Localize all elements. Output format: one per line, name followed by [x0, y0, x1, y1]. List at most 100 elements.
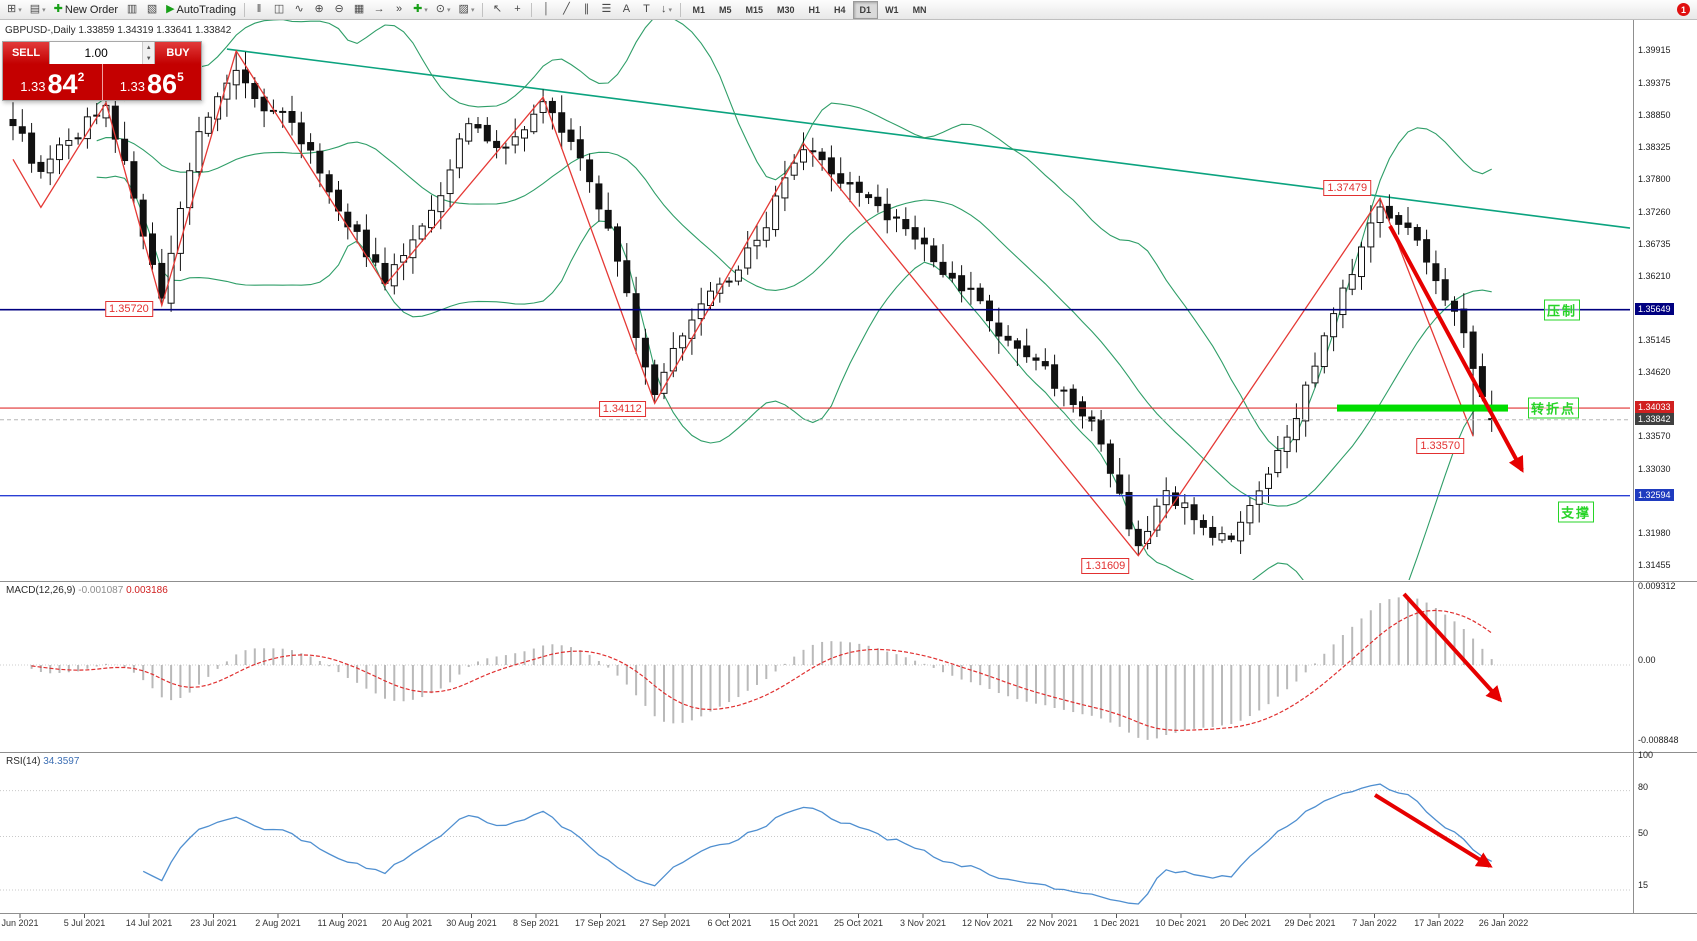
templates-button[interactable]: ▨ ▾: [455, 1, 479, 19]
profiles-button[interactable]: ▤ ▾: [26, 1, 50, 19]
candle-body: [632, 293, 640, 338]
zoom-out-button[interactable]: ⊖: [329, 1, 349, 19]
candle-body: [762, 227, 770, 241]
candle-body: [316, 150, 324, 174]
new-order-button[interactable]: ✚ New Order: [50, 1, 122, 19]
candle-body: [1097, 419, 1105, 445]
candle-body: [1181, 502, 1189, 509]
candle-body: [893, 216, 900, 219]
navigator-button[interactable]: ▧: [142, 1, 162, 19]
price-tag-1.33570[interactable]: 1.33570: [1416, 438, 1465, 455]
navigator-icon: ▧: [146, 3, 158, 15]
timeframe-d1-button[interactable]: D1: [852, 0, 879, 19]
candle-body: [595, 183, 603, 210]
label-button[interactable]: T: [636, 1, 656, 19]
zigzag-swing-lines[interactable]: [12, 49, 1474, 557]
candle-body: [967, 287, 975, 290]
candle-body: [1283, 436, 1291, 452]
notification-badge[interactable]: 1: [1677, 3, 1690, 16]
candle-body: [1432, 263, 1440, 282]
timeframe-h1-button[interactable]: H1: [808, 4, 821, 15]
candle-body: [725, 280, 733, 283]
indicators-button[interactable]: ✚ ▾: [409, 1, 432, 19]
auto-scroll-button[interactable]: →: [369, 1, 389, 19]
candle-body: [1348, 274, 1356, 290]
candle-body: [837, 173, 845, 184]
candle-body: [1023, 345, 1031, 358]
buy-price-prefix: 1.33: [119, 79, 146, 94]
candle-body: [214, 96, 222, 120]
cursor-button[interactable]: ↖: [487, 1, 507, 19]
trendline-icon: ╱: [563, 3, 570, 15]
market-watch-button[interactable]: ▥: [122, 1, 142, 19]
candle-body: [1079, 401, 1086, 417]
shapes-button[interactable]: ↓ ▾: [656, 1, 676, 19]
candle-body: [493, 140, 501, 149]
price-tag-1.31609[interactable]: 1.31609: [1081, 557, 1130, 574]
timeframe-m30-button[interactable]: M30: [777, 4, 795, 15]
projection-arrow[interactable]: [1373, 793, 1493, 868]
candle-body: [1116, 474, 1124, 494]
timeframe-m1-button[interactable]: M1: [692, 4, 705, 15]
candle-body: [521, 129, 528, 139]
vertical-line-button[interactable]: │: [536, 1, 556, 19]
candlestick-chart-button[interactable]: ◫: [269, 1, 289, 19]
channel-button[interactable]: ∥: [576, 1, 596, 19]
projection-arrow[interactable]: [1388, 225, 1524, 473]
dropdown-arrow-icon: ▾: [42, 6, 46, 14]
macd-panel[interactable]: [0, 592, 1630, 740]
price-tag-1.35720[interactable]: 1.35720: [105, 301, 153, 318]
timeframe-mn-button[interactable]: MN: [912, 4, 927, 15]
periods-icon: ⊙: [435, 3, 446, 15]
main-chart-panel[interactable]: [0, 16, 1631, 629]
buy-button[interactable]: BUY: [155, 42, 201, 64]
candle-body: [1032, 357, 1040, 361]
candle-body: [1190, 504, 1198, 521]
candle-body: [428, 209, 435, 229]
periods-button[interactable]: ⊙ ▾: [432, 1, 455, 19]
price-tag-1.37479[interactable]: 1.37479: [1323, 180, 1372, 197]
bollinger-middle-band: [96, 137, 1492, 507]
tile-windows-button[interactable]: ▦: [349, 1, 369, 19]
text-button[interactable]: A: [616, 1, 636, 19]
volume-up-button[interactable]: ▲: [143, 42, 154, 53]
candle-body: [1302, 384, 1310, 422]
sell-price[interactable]: 1.33 84 2: [3, 64, 102, 100]
candle-body: [18, 126, 26, 134]
chart-shift-button[interactable]: »: [389, 1, 409, 19]
sell-button[interactable]: SELL: [3, 42, 49, 64]
candle-body: [279, 110, 287, 113]
timeframe-m5-button[interactable]: M5: [718, 4, 732, 15]
annotation-label-转折点[interactable]: 转折点: [1528, 397, 1580, 419]
profiles-icon: ▤: [29, 3, 41, 15]
line-chart-button[interactable]: ∿: [289, 1, 309, 19]
volume-down-button[interactable]: ▼: [143, 53, 154, 64]
crosshair-button[interactable]: +: [507, 1, 527, 19]
one-click-trade-panel: SELL ▲ ▼ BUY 1.33 84 2 1.33: [2, 41, 202, 101]
autotrading-button[interactable]: ▶ AutoTrading: [162, 1, 240, 19]
zoom-in-button[interactable]: ⊕: [309, 1, 329, 19]
timeframe-m15-button[interactable]: M15: [745, 4, 763, 15]
timeframe-h4-button[interactable]: H4: [834, 4, 846, 15]
candle-body: [1413, 226, 1421, 241]
descending-trendline[interactable]: [226, 48, 1631, 229]
rsi-panel[interactable]: [0, 783, 1630, 905]
new-chart-button[interactable]: ⊞ ▾: [3, 1, 26, 19]
candle-body: [381, 262, 389, 284]
projection-arrow[interactable]: [1402, 592, 1503, 703]
price-tag-1.34112[interactable]: 1.34112: [598, 401, 646, 418]
annotation-label-压制[interactable]: 压制: [1544, 299, 1581, 321]
candle-body: [242, 69, 249, 84]
bar-chart-button[interactable]: ‖: [249, 1, 269, 19]
trendline-button[interactable]: ╱: [556, 1, 576, 19]
timeframe-w1-button[interactable]: W1: [885, 4, 899, 15]
turning-point-highlight[interactable]: [1337, 404, 1508, 412]
candle-body: [1106, 443, 1114, 474]
candle-body: [827, 157, 835, 175]
buy-price[interactable]: 1.33 86 5: [103, 64, 202, 100]
annotation-label-支撑[interactable]: 支撑: [1558, 501, 1595, 523]
candle-body: [455, 138, 463, 169]
volume-input[interactable]: [50, 42, 143, 64]
fibonacci-button[interactable]: ☰: [596, 1, 616, 19]
